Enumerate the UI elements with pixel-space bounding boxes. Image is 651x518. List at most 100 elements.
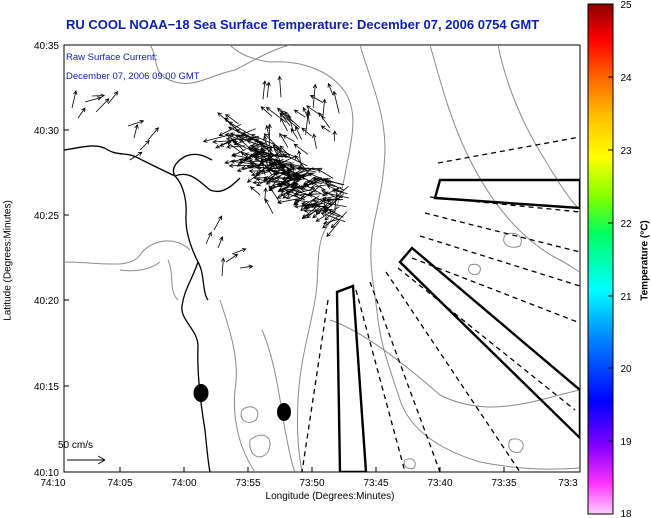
x-tick-label: 74:00: [171, 478, 196, 489]
y-tick-label: 40:35: [34, 41, 59, 52]
current-vector: [252, 180, 279, 185]
current-vector: [263, 135, 270, 154]
current-vector: [293, 143, 309, 155]
current-vector: [306, 105, 326, 119]
current-vector: [229, 132, 244, 140]
current-vector: [275, 159, 290, 170]
bathymetry-contours: [64, 45, 580, 472]
current-vector: [293, 109, 306, 118]
current-vector: [334, 187, 340, 210]
colorbar-tick: 20: [620, 364, 632, 375]
y-tick-label: 40:10: [34, 468, 59, 479]
current-vector: [312, 203, 318, 214]
current-vector: [320, 125, 331, 133]
current-vector: [302, 176, 322, 185]
current-vector: [327, 82, 334, 96]
current-vector: [254, 153, 273, 161]
current-vector: [277, 145, 283, 158]
figure-title: RU COOL NOAA−18 Sea Surface Temperature:…: [66, 17, 540, 32]
current-vector: [326, 221, 340, 238]
current-vector: [265, 198, 274, 214]
radial-lines: [301, 136, 580, 472]
current-vector: [275, 170, 297, 181]
current-vector: [266, 81, 271, 98]
current-vector: [284, 111, 294, 123]
y-tick-label: 40:20: [34, 296, 59, 307]
y-tick-labels: 40:35 40:30 40:25 40:20 40:15 40:10: [34, 41, 59, 479]
current-vector: [213, 215, 223, 231]
current-vector: [224, 114, 239, 125]
current-vector: [262, 80, 267, 100]
radar-beams: [335, 178, 580, 472]
current-vector: [326, 184, 343, 193]
current-vector: [312, 200, 334, 219]
current-vector: [275, 151, 285, 172]
current-vector: [260, 160, 273, 176]
current-vector: [231, 149, 246, 157]
current-vector: [291, 165, 296, 190]
current-vector: [226, 141, 248, 158]
current-vector: [302, 106, 309, 119]
current-vector: [268, 184, 282, 205]
current-vector: [255, 170, 271, 177]
current-vector: [256, 173, 279, 187]
colorbar-tick: 19: [620, 437, 632, 448]
colorbar-tick: 24: [620, 73, 632, 84]
current-vector: [279, 145, 291, 157]
surface-current-vectors: [71, 75, 350, 277]
current-vector: [260, 106, 273, 117]
current-vector: [331, 188, 348, 195]
current-vector: [220, 257, 226, 277]
radar-site-1: [193, 384, 209, 402]
current-vector: [246, 169, 265, 183]
current-vector: [281, 164, 291, 179]
current-vector: [107, 91, 119, 105]
x-tick-labels: 74:10 74:05 74:00 73:55 73:50 73:45 73:4…: [40, 478, 578, 489]
current-vector: [293, 183, 305, 193]
current-vector: [320, 189, 341, 201]
current-vector: [237, 134, 257, 141]
current-vector: [305, 109, 311, 135]
current-vector: [323, 219, 339, 225]
x-tick-label: 74:05: [107, 478, 132, 489]
current-vector: [127, 119, 145, 127]
current-vector: [312, 178, 336, 188]
current-vector: [249, 186, 261, 196]
current-vector: [301, 127, 312, 137]
legend-current-label: Raw Surface Current:: [66, 52, 157, 63]
current-vector: [279, 132, 289, 148]
coastline: [64, 145, 241, 472]
current-vector: [224, 157, 250, 165]
colorbar-tick: 25: [620, 0, 632, 11]
current-vector: [285, 192, 306, 201]
current-vector: [231, 248, 247, 255]
scale-label: 50 cm/s: [58, 440, 93, 451]
current-vector: [219, 139, 236, 147]
current-vector: [293, 204, 321, 209]
current-vector: [95, 98, 110, 113]
current-vector: [268, 183, 297, 190]
current-vector: [320, 212, 346, 223]
current-vector: [205, 231, 212, 245]
current-vector: [315, 206, 340, 222]
colorbar-tick: 23: [620, 146, 632, 157]
x-axis-label: Longitude (Degrees:Minutes): [265, 491, 395, 502]
current-vector: [139, 139, 150, 151]
x-tick-label: 73:40: [427, 478, 452, 489]
current-vector: [267, 170, 291, 182]
current-vector: [71, 90, 78, 109]
current-vector: [332, 90, 340, 114]
current-vector: [289, 188, 314, 197]
radar-site-2: [277, 403, 291, 421]
colorbar-tick: 21: [620, 292, 632, 303]
y-tick-label: 40:30: [34, 126, 59, 137]
plot-frame: [63, 44, 581, 473]
current-vector: [236, 151, 259, 167]
scale-arrow: [67, 455, 106, 465]
current-vector: [322, 196, 327, 214]
current-vector: [255, 177, 279, 184]
current-vector: [294, 198, 310, 203]
current-vector: [332, 130, 337, 142]
